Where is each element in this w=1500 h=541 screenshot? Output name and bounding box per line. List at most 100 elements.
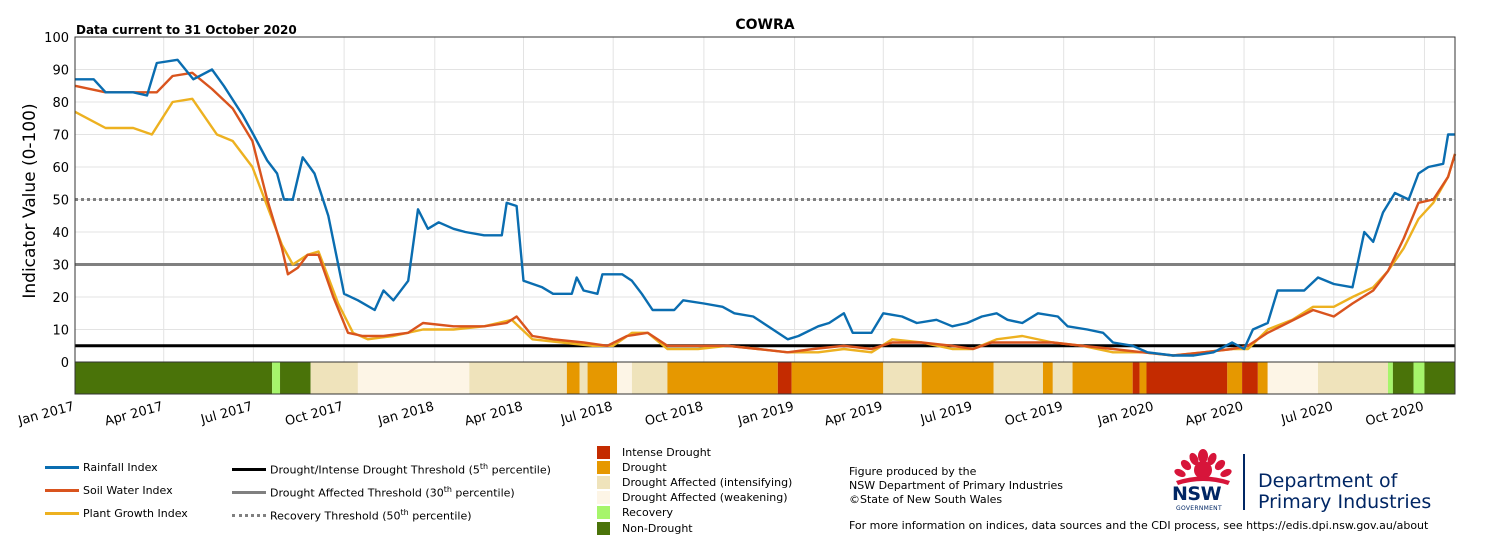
cdi-band <box>667 362 778 394</box>
cdi-band <box>993 362 1043 394</box>
y-axis-label: Indicator Value (0-100) <box>20 103 40 298</box>
y-tick-label: 0 <box>61 356 69 371</box>
cdi-band <box>579 362 588 394</box>
chart-title: COWRA <box>735 17 794 33</box>
x-tick-label: Apr 2017 <box>103 399 165 429</box>
legend-swatch <box>597 476 610 489</box>
legend-label: Recovery Threshold (50th percentile) <box>270 508 472 523</box>
x-tick-label: Jul 2017 <box>198 399 254 427</box>
x-tick-label: Jan 2017 <box>16 399 76 429</box>
cdi-band <box>1424 362 1455 394</box>
y-tick-label: 100 <box>44 31 69 46</box>
cdi-band <box>1413 362 1425 394</box>
legend-swatch <box>597 506 610 519</box>
legend-rainfall: Rainfall Index <box>45 461 158 474</box>
legend-label: Drought Affected (intensifying) <box>622 476 793 489</box>
y-tick-label: 90 <box>52 64 69 79</box>
y-tick-label: 60 <box>52 161 69 176</box>
legend-swatch <box>597 446 610 459</box>
legend-drought: Drought <box>597 461 667 474</box>
cdi-band <box>280 362 311 394</box>
cdi-band <box>75 362 273 394</box>
cdi-band <box>1267 362 1318 394</box>
cdi-band <box>566 362 580 394</box>
cdi-band <box>1139 362 1147 394</box>
cdi-band-frame <box>74 361 1456 395</box>
legend-non-drought: Non-Drought <box>597 522 693 535</box>
x-tick-label: Jan 2020 <box>1095 399 1155 429</box>
credit-line: ©State of New South Wales <box>849 493 1003 506</box>
cdi-band <box>1132 362 1140 394</box>
legend-line <box>232 467 266 471</box>
legend-label: Rainfall Index <box>83 461 158 474</box>
cdi-band <box>1072 362 1133 394</box>
legend-label: Recovery <box>622 506 674 519</box>
legend-intense-drought: Intense Drought <box>597 446 711 459</box>
legend-label: Drought Affected (weakening) <box>622 491 788 504</box>
figure-credit: Figure produced by the NSW Department of… <box>849 465 1063 507</box>
cdi-band <box>272 362 281 394</box>
logo-divider <box>1243 454 1245 510</box>
more-info-note: For more information on indices, data so… <box>849 519 1429 532</box>
legend-drought-affected-intensifying: Drought Affected (intensifying) <box>597 476 792 489</box>
legend-label: Intense Drought <box>622 446 711 459</box>
x-tick-label: Apr 2018 <box>463 399 525 429</box>
x-axis-ticks: Jan 2017 Apr 2017 Jul 2017 Oct 2017 Jan 2018… <box>16 399 1426 429</box>
y-tick-label: 30 <box>52 259 69 274</box>
legend-label: Soil Water Index <box>83 484 173 497</box>
cdi-band <box>883 362 922 394</box>
cdi-band <box>1146 362 1228 394</box>
y-tick-label: 50 <box>52 194 69 209</box>
cdi-band <box>777 362 792 394</box>
y-tick-label: 70 <box>52 129 69 144</box>
cdi-band <box>1052 362 1073 394</box>
cdi-band <box>791 362 884 394</box>
legend-line <box>232 490 266 494</box>
legend-threshold-50: Recovery Threshold (50th percentile) <box>232 508 472 523</box>
legend-threshold-5: Drought/Intense Drought Threshold (5th p… <box>232 462 551 477</box>
cdi-band <box>1042 362 1053 394</box>
waratah-icon <box>1174 449 1232 485</box>
x-tick-label: Oct 2017 <box>284 399 346 429</box>
series-line <box>75 58 1455 357</box>
cdi-band <box>310 362 358 394</box>
cdi-category-legend: Intense Drought Drought Drought Affected… <box>597 446 837 540</box>
credit-line: Figure produced by the <box>849 465 977 478</box>
y-tick-label: 10 <box>52 324 69 339</box>
data-current-note: Data current to 31 October 2020 <box>76 23 297 37</box>
legend-line <box>45 489 79 492</box>
legend-label: Drought/Intense Drought Threshold (5th p… <box>270 462 551 477</box>
cdi-band <box>1242 362 1258 394</box>
legend-soil-water: Soil Water Index <box>45 484 173 497</box>
series-legend: Rainfall Index Soil Water Index Plant Gr… <box>45 458 225 528</box>
legend-plant-growth: Plant Growth Index <box>45 507 188 520</box>
department-line: Department of <box>1258 470 1398 492</box>
legend-label: Drought Affected Threshold (30th percent… <box>270 485 515 500</box>
cdi-band <box>357 362 470 394</box>
x-tick-label: Oct 2019 <box>1003 399 1065 429</box>
legend-swatch <box>597 522 610 535</box>
y-axis-ticks: 0 10 20 30 40 50 60 70 80 90 100 <box>44 31 69 371</box>
cdi-band <box>469 362 567 394</box>
x-tick-label: Apr 2019 <box>823 399 885 429</box>
legend-line <box>45 512 79 515</box>
cdi-band <box>1392 362 1414 394</box>
cdi-band <box>1387 362 1393 394</box>
legend-line <box>45 466 79 469</box>
legend-label: Drought <box>622 461 667 474</box>
x-tick-label: Jan 2018 <box>376 399 436 429</box>
cdi-band <box>1257 362 1268 394</box>
y-tick-label: 80 <box>52 96 69 111</box>
x-tick-label: Jan 2019 <box>735 399 795 429</box>
legend-threshold-30: Drought Affected Threshold (30th percent… <box>232 485 515 500</box>
x-tick-label: Jul 2019 <box>918 399 974 427</box>
threshold-legend: Drought/Intense Drought Threshold (5th p… <box>232 458 582 528</box>
department-name: Department of Primary Industries <box>1258 471 1431 513</box>
cdi-band <box>617 362 632 394</box>
x-tick-label: Oct 2020 <box>1364 399 1426 429</box>
x-tick-label: Jul 2018 <box>558 399 614 427</box>
x-tick-label: Jul 2020 <box>1279 399 1335 427</box>
series-line <box>74 97 1457 357</box>
series-line <box>74 71 1457 357</box>
